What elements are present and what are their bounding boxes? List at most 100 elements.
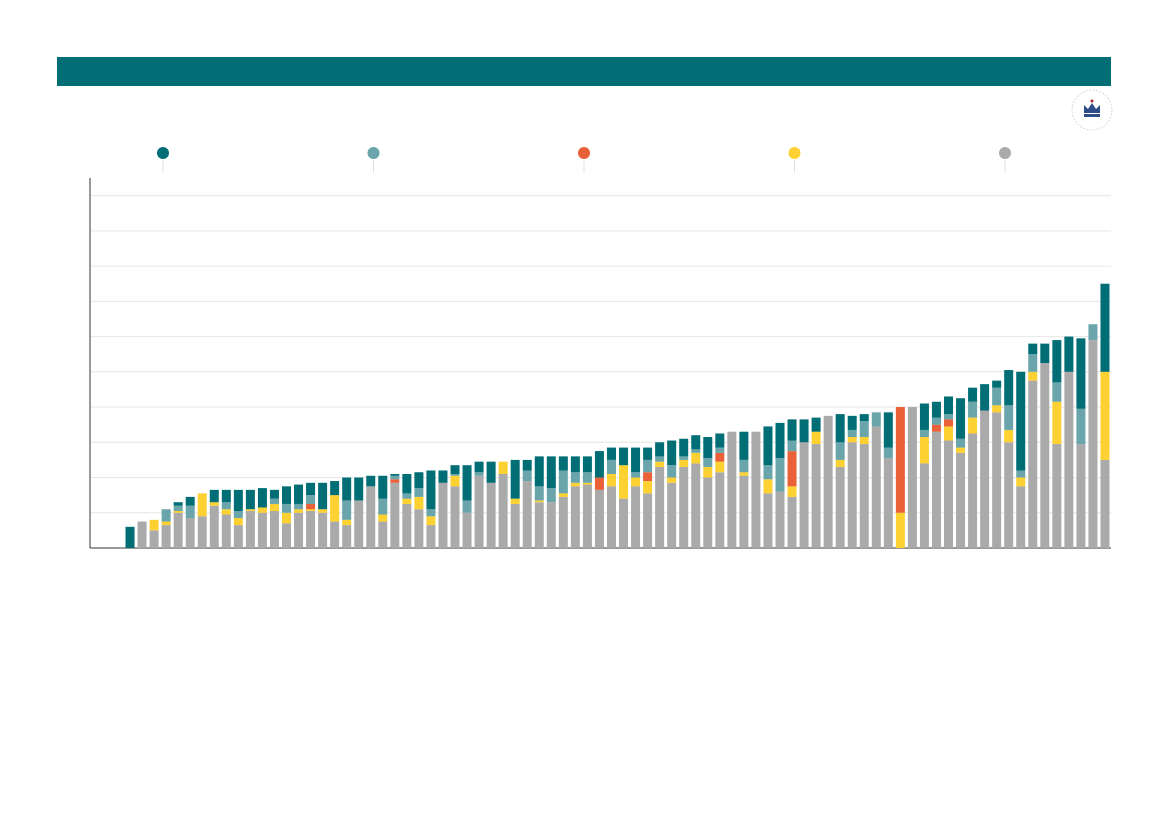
- bar-segment: [619, 498, 629, 548]
- legend-swatch: [999, 147, 1011, 159]
- bar-segment: [992, 412, 1002, 548]
- bar-segment: [570, 456, 580, 473]
- bar-segment: [450, 475, 460, 487]
- bar-segment: [787, 496, 797, 548]
- bar-segment: [811, 417, 821, 432]
- bar-segment: [775, 491, 785, 548]
- bar-segment: [426, 470, 436, 510]
- bar-segment: [582, 484, 592, 548]
- bar-segment: [294, 512, 304, 548]
- bar-segment: [739, 459, 749, 473]
- bar-segment: [221, 502, 231, 510]
- bar-segment: [257, 488, 267, 508]
- bar-segment: [631, 486, 641, 548]
- bar-segment: [619, 465, 629, 499]
- bar-segment: [715, 461, 725, 473]
- bar-segment: [318, 509, 328, 513]
- bar-segment: [944, 414, 954, 420]
- bar-segment: [968, 401, 978, 418]
- bar-segment: [450, 486, 460, 548]
- bar-segment: [968, 433, 978, 548]
- bar-segment: [883, 458, 893, 548]
- bar-segment: [438, 470, 448, 483]
- bar-segment: [137, 521, 147, 548]
- bar-segment: [546, 488, 556, 503]
- bar-segment: [1016, 371, 1026, 471]
- bar-segment: [306, 511, 316, 548]
- legend-swatch: [578, 147, 590, 159]
- bar-segment: [402, 503, 412, 548]
- bar-segment: [1076, 444, 1086, 548]
- bar-segment: [173, 512, 183, 548]
- bar-segment: [1052, 401, 1062, 445]
- bar-segment: [1088, 324, 1098, 341]
- bar-segment: [883, 447, 893, 459]
- bar-segment: [414, 488, 424, 497]
- bar-segment: [606, 459, 616, 474]
- bar-segment: [390, 475, 400, 480]
- bar-segment: [558, 470, 568, 494]
- bar-segment: [498, 461, 508, 474]
- bar-segment: [703, 437, 713, 459]
- bar-segment: [835, 414, 845, 443]
- bar-segment: [390, 479, 400, 483]
- bar-segment: [125, 526, 135, 548]
- bar-segment: [655, 466, 665, 548]
- bar-segment: [679, 466, 689, 548]
- bar-segment: [486, 482, 496, 548]
- bar-segment: [269, 503, 279, 511]
- bar-segment: [739, 472, 749, 476]
- bar-segment: [787, 451, 797, 487]
- bar-segment: [570, 482, 580, 487]
- bar-segment: [402, 493, 412, 499]
- bar-segment: [835, 466, 845, 548]
- bar-segment: [474, 475, 484, 548]
- bar-segment: [221, 514, 231, 548]
- bar-segment: [1040, 343, 1050, 363]
- bar-segment: [763, 479, 773, 494]
- bar-segment: [257, 512, 267, 548]
- bar-segment: [1064, 336, 1074, 372]
- bar-segment: [474, 461, 484, 473]
- bar-segment: [378, 475, 388, 499]
- bar-segment: [330, 521, 340, 548]
- bar-segment: [173, 511, 183, 513]
- bar-segment: [294, 509, 304, 513]
- bar-segment: [968, 387, 978, 402]
- bar-segment: [245, 489, 255, 510]
- bar-segment: [691, 463, 701, 548]
- bar-segment: [522, 459, 532, 471]
- bar-segment: [149, 519, 159, 531]
- bar-segment: [606, 474, 616, 487]
- bar-segment: [847, 429, 857, 437]
- bar-segment: [1100, 459, 1110, 548]
- bar-segment: [799, 442, 809, 548]
- bar-segment: [486, 461, 496, 483]
- bar-segment: [209, 505, 219, 548]
- bar-segment: [281, 503, 291, 513]
- bar-segment: [787, 440, 797, 452]
- bar-segment: [342, 519, 352, 526]
- bar-segment: [173, 502, 183, 506]
- bar-segment: [739, 431, 749, 460]
- bar-segment: [859, 421, 869, 437]
- bar-segment: [534, 500, 544, 503]
- bar-segment: [980, 384, 990, 411]
- bar-segment: [185, 496, 195, 506]
- bar-segment: [968, 417, 978, 434]
- bar-segment: [354, 500, 364, 548]
- bar-segment: [558, 456, 568, 471]
- bar-segment: [582, 472, 592, 483]
- bar-segment: [366, 475, 376, 487]
- bar-segment: [330, 481, 340, 496]
- bar-segment: [643, 493, 653, 548]
- bar-segment: [715, 447, 725, 453]
- bar-segment: [715, 433, 725, 448]
- bar-segment: [414, 496, 424, 510]
- bar-segment: [1040, 363, 1050, 548]
- legend-swatch: [367, 147, 380, 159]
- bar-segment: [1028, 343, 1038, 355]
- bar-segment: [197, 493, 207, 517]
- bar-segment: [787, 419, 797, 441]
